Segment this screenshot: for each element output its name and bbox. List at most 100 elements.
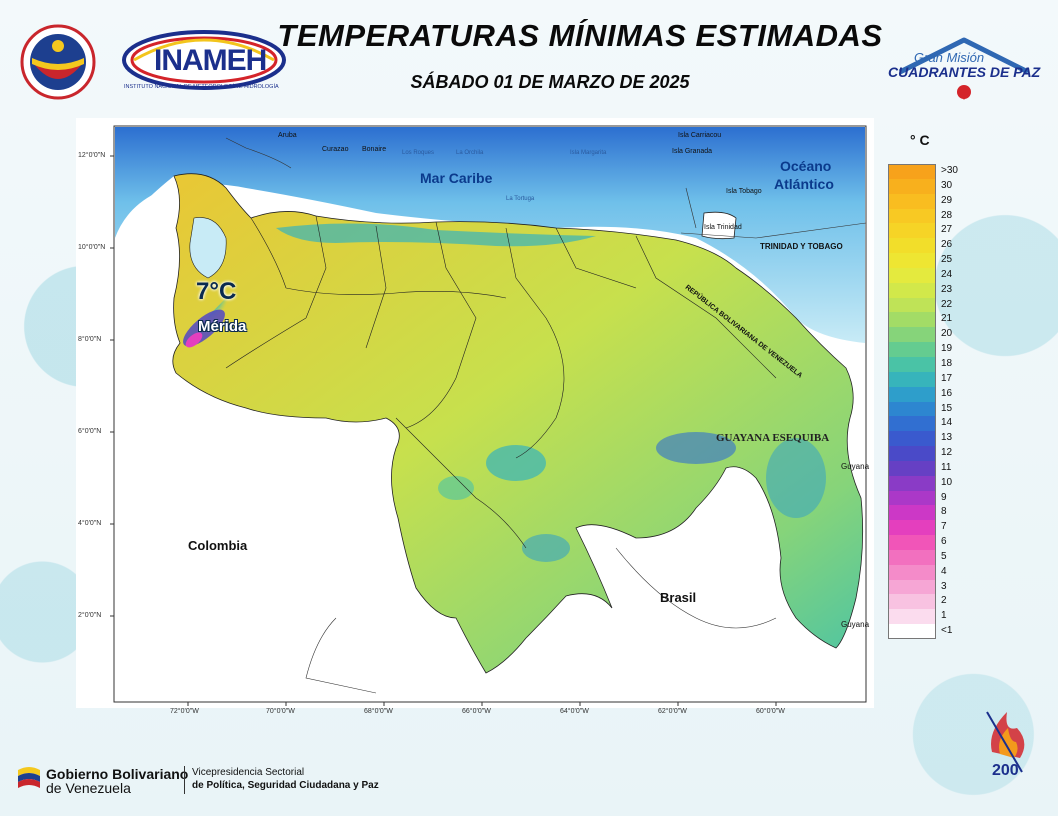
isla-trinidad-label: Isla Trinidad xyxy=(704,224,742,231)
footer-divider xyxy=(184,766,185,794)
bicentenario-number: 200 xyxy=(992,762,1019,779)
legend-label: 16 xyxy=(941,387,953,399)
curazao-label: Curazao xyxy=(322,146,349,153)
ministerio-shield-logo xyxy=(18,24,98,100)
legend-label: 21 xyxy=(941,313,953,325)
legend-label: 14 xyxy=(941,417,953,429)
legend-swatch xyxy=(888,193,936,209)
legend-item: 8 xyxy=(888,505,947,521)
legend-item: 18 xyxy=(888,356,952,372)
legend-swatch xyxy=(888,401,936,417)
legend-swatch xyxy=(888,505,936,521)
legend-label: 27 xyxy=(941,224,953,236)
page-subtitle: SÁBADO 01 DE MARZO DE 2025 xyxy=(410,72,690,92)
legend-item: 13 xyxy=(888,431,952,447)
inameh-logo: INAMEH INSTITUTO NACIONAL DE METEOROLOGÍ… xyxy=(118,26,294,96)
los-roques-label: Los Roques xyxy=(402,150,435,156)
lon-tick-label: 70°0'0"W xyxy=(266,708,295,715)
legend-swatch xyxy=(888,178,936,194)
legend-item: 6 xyxy=(888,535,947,550)
lon-tick-label: 64°0'0"W xyxy=(560,708,589,715)
legend-item: 2 xyxy=(888,594,947,610)
legend-label: 2 xyxy=(941,595,947,607)
colombia-label: Colombia xyxy=(188,538,248,553)
legend-item: 23 xyxy=(888,282,952,298)
page-title: TEMPERATURAS MÍNIMAS ESTIMADAS xyxy=(277,18,883,53)
legend-label: 29 xyxy=(941,194,953,206)
legend-label: 19 xyxy=(941,343,953,355)
legend-swatch xyxy=(888,475,936,491)
legend-swatch xyxy=(888,238,936,254)
isla-carriacou-label: Isla Carriacou xyxy=(678,132,722,139)
legend-swatch xyxy=(888,535,936,550)
legend-label: 13 xyxy=(941,432,953,444)
legend-item: 30 xyxy=(888,178,952,194)
isla-tobago-label: Isla Tobago xyxy=(726,188,762,195)
legend-swatch xyxy=(888,312,936,328)
lon-tick-label: 68°0'0"W xyxy=(364,708,393,715)
lon-tick-label: 72°0'0"W xyxy=(170,708,199,715)
legend-swatch xyxy=(888,520,936,536)
legend-swatch xyxy=(888,446,936,461)
gran-mision-text-1: Gran Misión xyxy=(914,50,985,65)
legend-label: 11 xyxy=(941,461,952,473)
legend-swatch xyxy=(888,549,936,565)
legend-item: 11 xyxy=(888,460,951,476)
lon-tick-label: 60°0'0"W xyxy=(756,708,785,715)
legend-swatch xyxy=(888,253,936,268)
legend-swatch xyxy=(888,609,936,625)
legend-swatch xyxy=(888,282,936,298)
legend-swatch xyxy=(888,164,936,179)
gobierno-text-2: de Venezuela xyxy=(46,780,131,796)
guyana-bottom-label: Guyana xyxy=(841,620,870,629)
legend-item: 29 xyxy=(888,193,952,209)
legend-label: 30 xyxy=(941,179,953,191)
lon-tick-label: 66°0'0"W xyxy=(462,708,491,715)
lat-tick-label: 6°0'0"N xyxy=(78,428,102,435)
legend-item: 26 xyxy=(888,238,952,254)
legend-item: 27 xyxy=(888,223,952,239)
legend-item: 19 xyxy=(888,342,952,357)
legend-label: 17 xyxy=(941,372,953,384)
gran-mision-text-2: CUADRANTES DE PAZ xyxy=(888,64,1041,80)
legend-item: 3 xyxy=(888,579,947,595)
inameh-logo-text: INAMEH xyxy=(154,44,267,77)
legend-label: >30 xyxy=(941,165,958,176)
legend-swatch xyxy=(888,564,936,580)
la-orchila-label: La Orchila xyxy=(456,150,484,156)
mar-caribe-label: Mar Caribe xyxy=(420,170,493,186)
legend-item: 14 xyxy=(888,416,952,432)
legend-label: 20 xyxy=(941,328,953,340)
legend-label: 12 xyxy=(941,447,953,459)
lon-tick-label: 62°0'0"W xyxy=(658,708,687,715)
legend-item: 15 xyxy=(888,401,952,417)
oceano-label-2: Atlántico xyxy=(774,176,834,192)
gobierno-flag-icon xyxy=(16,764,42,790)
guyana-label: Guyana xyxy=(841,462,870,471)
legend-item: 10 xyxy=(888,475,952,491)
legend-swatch xyxy=(888,431,936,447)
legend-swatch xyxy=(888,342,936,357)
legend-label: 5 xyxy=(941,550,947,562)
guayana-esequiba-label: GUAYANA ESEQUIBA xyxy=(716,432,830,444)
legend-item: 24 xyxy=(888,267,952,283)
trinidad-label: TRINIDAD Y TOBAGO xyxy=(760,242,843,251)
lat-tick-label: 8°0'0"N xyxy=(78,336,102,343)
legend-swatch xyxy=(888,267,936,283)
lat-tick-label: 4°0'0"N xyxy=(78,520,102,527)
lat-tick-label: 12°0'0"N xyxy=(78,152,106,159)
legend-swatch xyxy=(888,579,936,595)
legend-item: 17 xyxy=(888,371,952,387)
legend-label: 23 xyxy=(941,283,953,295)
legend-label: 7 xyxy=(941,521,947,533)
brasil-label: Brasil xyxy=(660,590,697,605)
merida-city-annotation: Mérida xyxy=(198,318,247,335)
legend-label: 24 xyxy=(941,268,953,280)
legend-label: 25 xyxy=(941,254,953,266)
legend-swatch xyxy=(888,371,936,387)
legend-swatch xyxy=(888,416,936,432)
legend-label: 1 xyxy=(941,610,947,622)
bonaire-label: Bonaire xyxy=(362,146,387,153)
la-tortuga-label: La Tortuga xyxy=(506,196,535,202)
legend-item: 1 xyxy=(888,609,947,625)
